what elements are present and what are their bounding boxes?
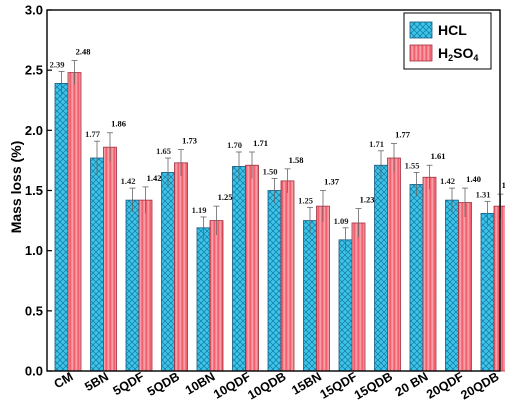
data-label-hcl: 1.09 xyxy=(334,216,349,226)
y-tick-label: 1.5 xyxy=(25,183,43,198)
y-axis-ticks: 0.0 0.5 1.0 1.5 2.0 2.5 3.0 xyxy=(25,3,52,379)
data-label-hcl: 1.31 xyxy=(476,189,491,199)
bar-hcl xyxy=(267,190,282,372)
y-tick-label: 0.0 xyxy=(25,364,43,379)
bar-hcl xyxy=(374,164,388,372)
data-labels: 2.39 2.48 1.77 1.86 1.42 1.42 1.65 1.73 1.19 1.25… xyxy=(50,47,505,226)
data-label-h2so4: 1.37 xyxy=(502,180,505,190)
legend-swatch-hcl xyxy=(409,21,433,39)
legend: HCL H2SO4 xyxy=(403,12,492,70)
data-label-hcl: 1.50 xyxy=(263,166,278,176)
x-category-label: 20 BN xyxy=(393,369,431,399)
bar-h2so4 xyxy=(245,164,259,372)
data-label-hcl: 1.77 xyxy=(85,129,101,139)
legend-h2so4-sub-2: 2 xyxy=(448,53,453,63)
x-category-label: 15QDB xyxy=(352,369,395,402)
bar-h2so4 xyxy=(138,199,153,372)
data-label-hcl: 1.42 xyxy=(121,176,136,186)
data-label-hcl: 1.42 xyxy=(440,176,455,186)
bar-h2so4 xyxy=(103,146,117,372)
bar-h2so4 xyxy=(280,180,295,372)
x-category-label: 10QDF xyxy=(211,369,253,401)
data-label-h2so4: 1.71 xyxy=(253,138,268,148)
legend-h2so4-sub-4: 4 xyxy=(473,53,478,63)
bar-h2so4 xyxy=(174,162,188,372)
bar-h2so4 xyxy=(387,157,401,372)
data-label-h2so4: 1.42 xyxy=(147,173,162,183)
bar-hcl xyxy=(54,83,69,372)
data-label-hcl: 1.70 xyxy=(227,140,242,150)
x-category-label: 5QDF xyxy=(111,369,147,398)
data-label-hcl: 1.65 xyxy=(156,146,171,156)
legend-h2so4-part-so: SO xyxy=(453,45,473,61)
y-tick-label: 0.5 xyxy=(25,303,43,318)
data-label-h2so4: 1.58 xyxy=(289,155,304,165)
data-label-h2so4: 1.73 xyxy=(182,136,197,146)
bar-hcl xyxy=(196,227,211,372)
y-tick-label: 3.0 xyxy=(25,3,43,18)
data-label-h2so4: 1.37 xyxy=(324,177,340,187)
data-label-h2so4: 2.48 xyxy=(76,47,91,57)
bar-h2so4 xyxy=(351,222,366,372)
legend-h2so4-part-h: H xyxy=(438,45,448,61)
bar-hcl xyxy=(409,184,424,372)
bar-hcl xyxy=(303,220,317,372)
bar-hcl xyxy=(125,199,140,372)
x-category-label: 15QDF xyxy=(318,369,360,401)
bar-h2so4 xyxy=(458,202,472,372)
x-category-label: 5QDB xyxy=(145,369,182,398)
y-tick-label: 2.0 xyxy=(25,123,43,138)
data-label-h2so4: 1.77 xyxy=(395,130,411,140)
data-label-h2so4: 1.86 xyxy=(111,119,126,129)
x-category-label: 20QDF xyxy=(424,369,466,401)
error-bars xyxy=(58,60,504,252)
bar-hcl xyxy=(90,157,104,372)
data-label-h2so4: 1.25 xyxy=(218,192,233,202)
x-category-label: 10QDB xyxy=(245,369,288,402)
plot-frame xyxy=(46,9,501,372)
data-label-h2so4: 1.61 xyxy=(431,151,446,161)
bar-h2so4 xyxy=(67,72,82,372)
bar-h2so4 xyxy=(422,176,437,372)
x-category-label: CM xyxy=(52,369,76,391)
data-label-h2so4: 1.23 xyxy=(360,195,375,205)
legend-swatch-h2so4 xyxy=(409,44,433,62)
data-label-hcl: 1.19 xyxy=(192,205,207,215)
y-tick-label: 2.5 xyxy=(25,63,43,78)
bar-hcl xyxy=(161,172,175,372)
bars xyxy=(54,72,505,372)
legend-label-h2so4: H2SO4 xyxy=(438,45,478,63)
data-label-hcl: 2.39 xyxy=(50,59,65,69)
bar-hcl xyxy=(338,239,353,372)
data-label-hcl: 1.25 xyxy=(298,195,313,205)
legend-label-hcl: HCL xyxy=(438,22,467,38)
bar-hcl xyxy=(232,166,246,372)
bar-hcl xyxy=(445,199,459,372)
x-category-label: 20QDB xyxy=(458,369,501,402)
x-category-label: 5BN xyxy=(82,369,111,394)
y-tick-label: 1.0 xyxy=(25,243,43,258)
data-label-hcl: 1.55 xyxy=(405,160,420,170)
bar-h2so4 xyxy=(316,205,330,372)
y-axis-title: Mass loss (%) xyxy=(8,141,24,234)
bar-hcl xyxy=(480,212,495,372)
bar-h2so4 xyxy=(209,220,224,372)
data-label-hcl: 1.71 xyxy=(369,139,384,149)
data-label-h2so4: 1.40 xyxy=(466,174,481,184)
